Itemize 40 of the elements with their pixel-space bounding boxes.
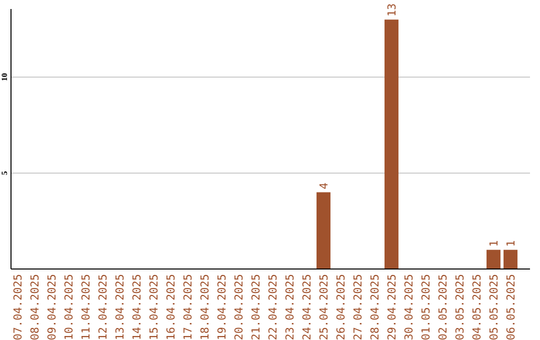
x-tick-label: 12.04.2025 [96, 274, 110, 340]
x-tick-label: 06.05.2025 [504, 274, 518, 340]
x-tick-label: 01.05.2025 [420, 274, 432, 340]
x-tick-label: 15.04.2025 [148, 274, 160, 340]
x-tick-label: 07.04.2025 [12, 274, 24, 340]
bar [504, 250, 518, 269]
x-tick-label: 24.04.2025 [300, 274, 314, 340]
x-tick-label: 03.05.2025 [454, 274, 466, 340]
x-tick-label: 09.04.2025 [46, 274, 58, 340]
x-tick-label: 13.04.2025 [114, 274, 126, 340]
data-label: 13 [386, 3, 398, 17]
x-tick-label: 21.04.2025 [250, 274, 262, 340]
y-tick-label: 10 [0, 73, 9, 82]
bar [316, 192, 330, 269]
x-tick-label: 28.04.2025 [368, 274, 382, 340]
x-tick-label: 19.04.2025 [216, 274, 228, 340]
x-tick-label: 17.04.2025 [182, 274, 194, 340]
x-tick-label: 18.04.2025 [198, 274, 212, 340]
x-tick-label: 23.04.2025 [284, 274, 296, 340]
bar [384, 20, 398, 269]
x-tick-label: 11.04.2025 [80, 274, 92, 340]
x-tick-label: 05.05.2025 [488, 274, 500, 340]
x-tick-label: 25.04.2025 [318, 274, 330, 340]
data-label: 1 [504, 240, 518, 247]
x-tick-label: 26.04.2025 [334, 274, 348, 340]
x-tick-label: 30.04.2025 [402, 274, 416, 340]
data-label: 4 [318, 182, 330, 190]
x-tick-label: 16.04.2025 [164, 274, 178, 340]
bar [486, 250, 500, 269]
x-tick-label: 22.04.2025 [266, 274, 280, 340]
x-tick-label: 08.04.2025 [28, 274, 42, 340]
data-label: 1 [488, 240, 500, 247]
x-tick-label: 27.04.2025 [352, 274, 364, 340]
x-tick-label: 14.04.2025 [130, 274, 144, 340]
y-tick-label: 5 [0, 171, 9, 176]
x-tick-label: 04.05.2025 [470, 274, 484, 340]
x-tick-label: 20.04.2025 [232, 274, 246, 340]
x-tick-label: 29.04.2025 [386, 274, 398, 340]
x-tick-label: 02.05.2025 [436, 274, 450, 340]
x-tick-label: 10.04.2025 [62, 274, 76, 340]
